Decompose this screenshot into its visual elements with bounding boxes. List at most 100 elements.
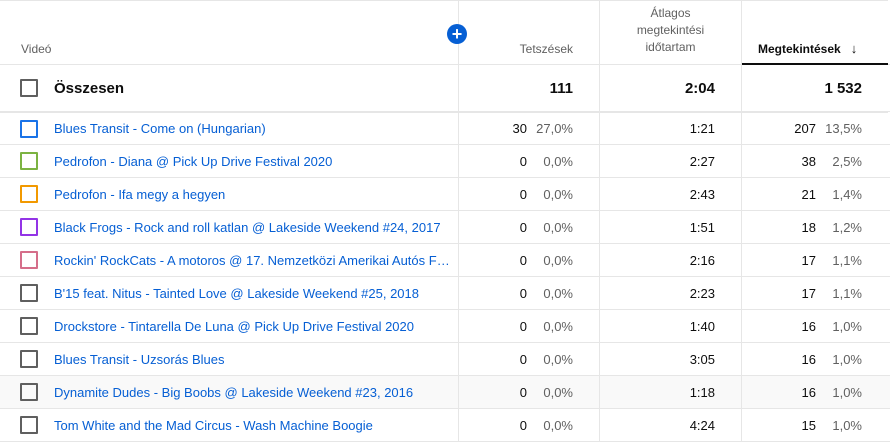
row-views-pct: 1,4% [832, 186, 862, 202]
row-likes-cell: 0 0,0% [458, 244, 599, 276]
video-title-link[interactable]: B'15 feat. Nitus - Tainted Love @ Lakesi… [54, 285, 419, 301]
row-likes: 0 [519, 384, 527, 400]
row-likes: 0 [519, 318, 527, 334]
row-likes-pct: 0,0% [543, 186, 573, 202]
row-views-pct: 1,2% [832, 219, 862, 235]
table-header: Videó Tetszések Átlagos megtekintési idő… [0, 0, 890, 65]
column-header-avg-view-duration[interactable]: Átlagos megtekintési időtartam [599, 0, 741, 64]
row-likes-pct: 0,0% [543, 318, 573, 334]
row-checkbox[interactable] [20, 383, 38, 401]
row-checkbox[interactable] [20, 416, 38, 434]
row-likes: 0 [519, 219, 527, 235]
row-checkbox[interactable] [20, 350, 38, 368]
row-video-cell: Tom White and the Mad Circus - Wash Mach… [0, 409, 458, 441]
video-title-link[interactable]: Dynamite Dudes - Big Boobs @ Lakeside We… [54, 384, 414, 400]
row-likes: 0 [519, 285, 527, 301]
row-likes-cell: 0 0,0% [458, 409, 599, 441]
table-row: Rockin' RockCats - A motoros @ 17. Nemze… [0, 244, 890, 277]
row-views-cell: 18 1,2% [741, 211, 888, 243]
sort-descending-icon: ↓ [850, 41, 858, 56]
video-title-link[interactable]: Pedrofon - Diana @ Pick Up Drive Festiva… [54, 153, 333, 169]
row-avg-view-duration: 2:43 [599, 178, 741, 210]
row-video-cell: B'15 feat. Nitus - Tainted Love @ Lakesi… [0, 277, 458, 309]
row-views-cell: 16 1,0% [741, 376, 888, 408]
row-likes-cell: 0 0,0% [458, 145, 599, 177]
row-video-cell: Blues Transit - Come on (Hungarian) [0, 112, 458, 144]
row-checkbox[interactable] [20, 218, 38, 236]
row-avg-view-duration: 2:23 [599, 277, 741, 309]
avg-label-line2: megtekintési [636, 23, 705, 37]
total-checkbox[interactable] [20, 79, 38, 97]
row-likes-cell: 0 0,0% [458, 376, 599, 408]
row-views-cell: 21 1,4% [741, 178, 888, 210]
row-likes-cell: 0 0,0% [458, 343, 599, 375]
row-views: 207 [794, 121, 816, 136]
video-title-link[interactable]: Tom White and the Mad Circus - Wash Mach… [54, 417, 373, 433]
row-video-cell: Rockin' RockCats - A motoros @ 17. Nemze… [0, 244, 458, 276]
row-likes-pct: 0,0% [543, 285, 573, 301]
total-label: Összesen [54, 79, 125, 97]
row-views: 21 [801, 186, 816, 202]
row-video-cell: Dynamite Dudes - Big Boobs @ Lakeside We… [0, 376, 458, 408]
row-checkbox[interactable] [20, 119, 38, 138]
table-row: Pedrofon - Diana @ Pick Up Drive Festiva… [0, 145, 890, 178]
row-checkbox[interactable] [20, 317, 38, 335]
row-views-cell: 17 1,1% [741, 244, 888, 276]
row-likes-cell: 0 0,0% [458, 310, 599, 342]
column-header-video[interactable]: Videó [0, 0, 458, 64]
row-views-pct: 1,0% [832, 384, 862, 400]
row-views: 18 [801, 219, 816, 235]
table-body: Blues Transit - Come on (Hungarian) 30 2… [0, 112, 890, 442]
row-likes-pct: 27,0% [536, 121, 573, 136]
video-title-link[interactable]: Blues Transit - Come on (Hungarian) [54, 121, 266, 136]
row-likes-cell: 0 0,0% [458, 178, 599, 210]
row-checkbox[interactable] [20, 284, 38, 302]
total-likes: 111 [458, 65, 599, 111]
row-views: 15 [801, 417, 816, 433]
column-header-likes[interactable]: Tetszések [458, 0, 599, 64]
video-title-link[interactable]: Black Frogs - Rock and roll katlan @ Lak… [54, 219, 441, 235]
row-likes: 0 [519, 417, 527, 433]
row-views-cell: 17 1,1% [741, 277, 888, 309]
avg-label-line1: Átlagos [650, 6, 691, 20]
row-views-cell: 38 2,5% [741, 145, 888, 177]
row-likes-pct: 0,0% [543, 252, 573, 268]
row-views-pct: 1,0% [832, 318, 862, 334]
row-views-cell: 207 13,5% [741, 112, 888, 144]
total-row: Összesen 111 2:04 1 532 [0, 65, 890, 112]
row-views-pct: 1,0% [832, 351, 862, 367]
row-likes-cell: 0 0,0% [458, 211, 599, 243]
row-likes-pct: 0,0% [543, 153, 573, 169]
sort-active-indicator [742, 63, 888, 65]
row-views-cell: 16 1,0% [741, 343, 888, 375]
row-checkbox[interactable] [20, 152, 38, 170]
video-title-link[interactable]: Blues Transit - Uzsorás Blues [54, 351, 225, 367]
row-views: 16 [801, 318, 816, 334]
table-row: B'15 feat. Nitus - Tainted Love @ Lakesi… [0, 277, 890, 310]
row-views-pct: 1,1% [832, 285, 862, 301]
table-row: Drockstore - Tintarella De Luna @ Pick U… [0, 310, 890, 343]
row-checkbox[interactable] [20, 251, 38, 269]
add-column-button[interactable]: + [447, 24, 467, 44]
row-views-pct: 1,0% [832, 417, 862, 433]
video-title-link[interactable]: Pedrofon - Ifa megy a hegyen [54, 186, 226, 202]
total-avg-view-duration: 2:04 [599, 65, 741, 111]
video-title-link[interactable]: Drockstore - Tintarella De Luna @ Pick U… [54, 318, 415, 334]
table-row: Pedrofon - Ifa megy a hegyen 0 0,0% 2:43… [0, 178, 890, 211]
row-likes: 0 [519, 186, 527, 202]
row-video-cell: Pedrofon - Ifa megy a hegyen [0, 178, 458, 210]
row-likes-pct: 0,0% [543, 384, 573, 400]
row-likes: 0 [519, 153, 527, 169]
row-views: 17 [801, 285, 816, 301]
video-title-link[interactable]: Rockin' RockCats - A motoros @ 17. Nemze… [54, 252, 454, 268]
column-header-likes-label: Tetszések [519, 42, 573, 56]
row-avg-view-duration: 4:24 [599, 409, 741, 441]
row-likes-cell: 30 27,0% [458, 112, 599, 144]
column-header-views-label: Megtekintések [758, 42, 841, 56]
row-checkbox[interactable] [20, 185, 38, 203]
column-header-avg-label: Átlagos megtekintési időtartam [637, 5, 704, 56]
row-avg-view-duration: 2:16 [599, 244, 741, 276]
row-video-cell: Black Frogs - Rock and roll katlan @ Lak… [0, 211, 458, 243]
row-views-pct: 2,5% [832, 153, 862, 169]
column-header-views[interactable]: Megtekintések ↓ [741, 0, 888, 65]
